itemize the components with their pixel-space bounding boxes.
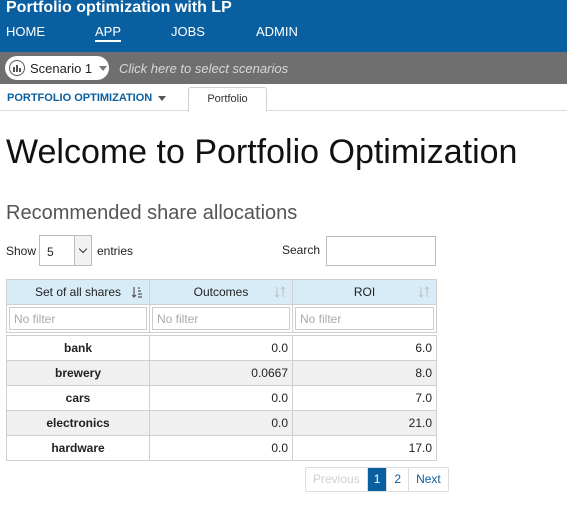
entries-label: entries	[97, 244, 134, 258]
cell-share: bank	[6, 335, 150, 361]
cell-roi: 8.0	[292, 360, 437, 386]
scenario-bar: Scenario 1 Click here to select scenario…	[0, 52, 567, 84]
allocations-table: Set of all shares Outcomes ROI	[6, 279, 437, 461]
cell-share: cars	[6, 385, 150, 411]
pagination: Previous 1 2 Next	[305, 467, 449, 492]
nav-admin[interactable]: ADMIN	[256, 24, 298, 39]
show-label: Show	[6, 244, 37, 258]
filter-row	[6, 304, 437, 333]
sort-icon	[418, 286, 430, 298]
sub-nav: PORTFOLIO OPTIMIZATION Portfolio	[0, 84, 567, 112]
cell-roi: 7.0	[292, 385, 437, 411]
scenario-hint[interactable]: Click here to select scenarios	[119, 61, 289, 76]
scenario-label: Scenario 1	[30, 60, 93, 76]
column-header-label: Outcomes	[193, 285, 249, 299]
column-header-roi[interactable]: ROI	[292, 279, 437, 305]
table-row[interactable]: cars 0.0 7.0	[6, 385, 437, 411]
entries-select[interactable]: 5	[39, 235, 92, 266]
table-row[interactable]: brewery 0.0667 8.0	[6, 360, 437, 386]
column-header-outcomes[interactable]: Outcomes	[149, 279, 293, 305]
filter-cell	[6, 304, 150, 333]
page-button-1[interactable]: 1	[366, 468, 387, 491]
chevron-down-icon	[78, 244, 88, 254]
caret-down-icon[interactable]	[99, 65, 108, 71]
caret-down-icon	[158, 95, 167, 101]
page-button-2[interactable]: 2	[386, 468, 408, 491]
column-header-shares[interactable]: Set of all shares	[6, 279, 150, 305]
cell-outcome: 0.0667	[149, 360, 293, 386]
table-row[interactable]: bank 0.0 6.0	[6, 335, 437, 361]
filter-input-shares[interactable]	[9, 307, 147, 330]
cell-roi: 17.0	[292, 435, 437, 461]
previous-page-button[interactable]: Previous	[313, 472, 360, 486]
next-page-button[interactable]: Next	[408, 468, 448, 491]
nav-home[interactable]: HOME	[6, 24, 45, 39]
cell-roi: 6.0	[292, 335, 437, 361]
sort-ascending-icon	[131, 287, 142, 298]
cell-share: brewery	[6, 360, 150, 386]
entries-dropdown-button[interactable]	[74, 236, 91, 265]
table-row[interactable]: hardware 0.0 17.0	[6, 435, 437, 461]
section-dropdown-label: PORTFOLIO OPTIMIZATION	[7, 92, 153, 104]
cell-share: electronics	[6, 410, 150, 436]
table-header-row: Set of all shares Outcomes ROI	[6, 279, 437, 305]
section-heading: Recommended share allocations	[6, 202, 298, 224]
page-title: Welcome to Portfolio Optimization	[6, 133, 518, 171]
nav-app[interactable]: APP	[95, 24, 122, 42]
filter-cell	[292, 304, 437, 333]
scenario-icon	[9, 60, 25, 76]
table-row[interactable]: electronics 0.0 21.0	[6, 410, 437, 436]
filter-cell	[149, 304, 293, 333]
filter-input-outcomes[interactable]	[152, 307, 290, 330]
cell-roi: 21.0	[292, 410, 437, 436]
cell-outcome: 0.0	[149, 410, 293, 436]
sort-icon	[274, 286, 286, 298]
cell-outcome: 0.0	[149, 435, 293, 461]
search-input[interactable]	[326, 236, 436, 266]
column-header-label: Set of all shares	[34, 285, 122, 299]
cell-outcome: 0.0	[149, 385, 293, 411]
app-header: Portfolio optimization with LP HOME APP …	[0, 0, 567, 52]
cell-share: hardware	[6, 435, 150, 461]
cell-outcome: 0.0	[149, 335, 293, 361]
nav-jobs[interactable]: JOBS	[171, 24, 205, 39]
section-dropdown[interactable]: PORTFOLIO OPTIMIZATION	[7, 92, 167, 104]
tab-portfolio[interactable]: Portfolio	[188, 87, 267, 112]
search-label: Search	[282, 243, 321, 257]
filter-input-roi[interactable]	[295, 307, 434, 330]
entries-value: 5	[47, 245, 54, 259]
scenario-select[interactable]: Scenario 1	[5, 56, 109, 80]
app-title: Portfolio optimization with LP	[6, 0, 232, 16]
column-header-label: ROI	[353, 285, 376, 299]
